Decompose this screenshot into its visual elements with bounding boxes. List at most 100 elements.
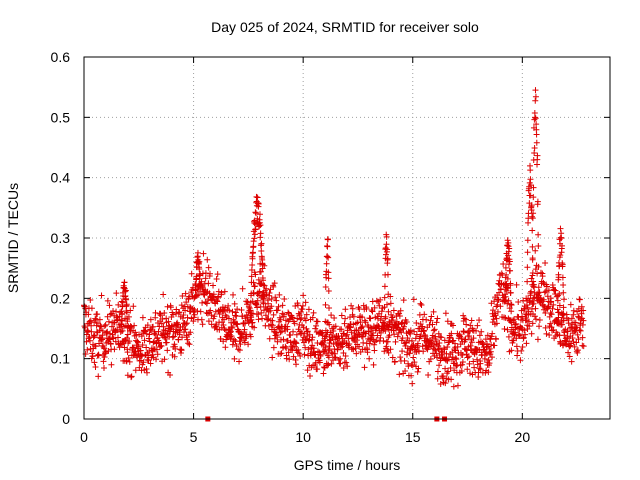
data-point (324, 362, 331, 369)
data-point (101, 322, 108, 329)
data-point (119, 299, 126, 306)
data-point (473, 327, 480, 334)
data-point (385, 349, 392, 356)
data-point (87, 337, 94, 344)
data-point (328, 312, 335, 319)
data-point (513, 281, 520, 288)
data-point (531, 144, 538, 151)
data-point (134, 339, 141, 346)
data-point (438, 334, 445, 341)
data-point (361, 364, 368, 371)
data-point (308, 336, 315, 343)
data-point (302, 317, 309, 324)
data-point (564, 334, 571, 341)
data-point (139, 342, 146, 349)
data-point (402, 368, 409, 375)
data-point (293, 340, 300, 347)
data-point (147, 360, 154, 367)
data-point (575, 336, 582, 343)
data-point (328, 360, 335, 367)
data-point (359, 323, 366, 330)
data-point (170, 311, 177, 318)
data-point (554, 317, 561, 324)
data-point (190, 314, 197, 321)
data-point (344, 363, 351, 370)
data-point (432, 347, 439, 354)
data-point (143, 330, 150, 337)
data-point (135, 343, 142, 350)
data-point (488, 333, 495, 340)
data-point (328, 349, 335, 356)
data-point (271, 280, 278, 287)
data-point (88, 328, 95, 335)
data-point (197, 308, 204, 315)
data-point (229, 341, 236, 348)
data-point (344, 331, 350, 338)
data-point (128, 323, 135, 330)
data-point (528, 275, 535, 282)
y-tick-label: 0.5 (51, 109, 71, 125)
data-point (249, 255, 256, 262)
data-point (568, 315, 575, 322)
data-point (443, 357, 450, 364)
data-point (532, 87, 539, 94)
data-point (111, 346, 118, 353)
data-point (492, 312, 499, 319)
data-point (140, 327, 147, 334)
data-point (532, 114, 539, 121)
data-point (385, 308, 392, 315)
data-point (98, 292, 105, 299)
data-point (442, 365, 449, 372)
data-point (187, 329, 194, 336)
data-point (535, 231, 542, 238)
data-point (535, 263, 542, 270)
data-point (228, 333, 235, 340)
data-point (364, 349, 371, 356)
data-point (355, 330, 362, 337)
data-point (268, 295, 275, 302)
data-point (529, 227, 536, 234)
data-point (448, 376, 455, 383)
data-point (433, 337, 440, 344)
data-point (263, 285, 270, 292)
data-point (179, 315, 186, 322)
data-point (221, 288, 228, 295)
data-point (391, 358, 398, 365)
data-point (441, 337, 448, 344)
data-point (255, 311, 262, 318)
data-point (150, 323, 157, 330)
data-point (257, 222, 264, 229)
data-point (353, 350, 360, 357)
data-point (560, 304, 567, 311)
data-point (194, 308, 201, 315)
data-point (532, 93, 539, 100)
data-point (171, 353, 178, 360)
data-point (519, 313, 526, 320)
data-point (238, 306, 245, 313)
data-point (287, 339, 294, 346)
data-point (560, 315, 567, 322)
data-point (84, 327, 91, 334)
y-tick-label: 0.3 (51, 230, 71, 246)
data-point (384, 338, 391, 345)
data-point (387, 346, 394, 353)
data-point (381, 321, 388, 328)
data-point (270, 283, 277, 290)
data-point (532, 97, 539, 104)
data-point (157, 312, 164, 319)
data-point (527, 182, 534, 189)
data-point (342, 306, 349, 313)
data-point (511, 321, 518, 328)
data-point (560, 296, 567, 303)
data-point (161, 310, 168, 317)
data-point (545, 304, 552, 311)
data-point (433, 350, 440, 357)
data-point (350, 313, 357, 320)
data-point (407, 330, 414, 337)
data-point (92, 343, 99, 350)
x-axis-title: GPS time / hours (294, 457, 401, 473)
data-point (229, 308, 236, 315)
data-point (357, 319, 364, 326)
data-point (373, 297, 380, 304)
data-point (232, 312, 239, 319)
